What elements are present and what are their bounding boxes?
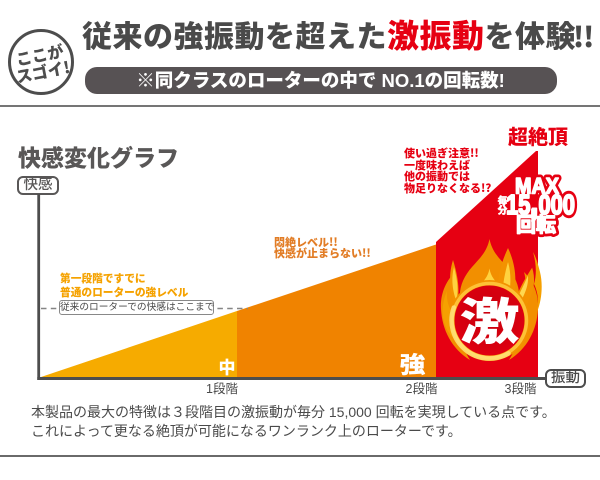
svg-text:,: ,	[530, 182, 538, 224]
svg-text:1段階: 1段階	[206, 381, 238, 396]
svg-text:毎: 毎	[498, 195, 508, 207]
svg-text:分: 分	[498, 205, 508, 217]
svg-text:強: 強	[400, 352, 426, 378]
svg-text:15,000: 15,000	[506, 182, 575, 223]
svg-text:MAX: MAX	[515, 174, 559, 199]
svg-text:激: 激	[459, 294, 519, 350]
svg-text:3段階: 3段階	[505, 381, 537, 396]
svg-text:中: 中	[219, 358, 236, 378]
svg-text:分: 分	[498, 205, 508, 217]
svg-text:毎: 毎	[498, 195, 508, 207]
svg-text:MAX: MAX	[515, 174, 559, 199]
svg-text:回転: 回転	[516, 214, 556, 237]
svg-text:2段階: 2段階	[406, 381, 438, 396]
svg-text:回転: 回転	[516, 214, 556, 237]
